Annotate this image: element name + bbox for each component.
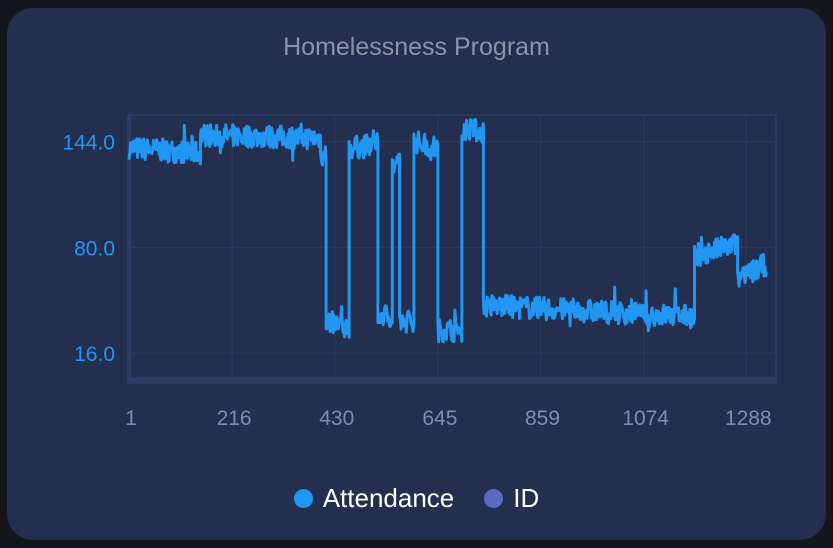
x-tick-label: 1074 <box>622 407 669 430</box>
x-tick-label: 859 <box>525 407 560 430</box>
chart-card: Homelessness Program 1 216 430 645 859 1074 12… <box>7 8 826 540</box>
legend-item-id[interactable]: ID <box>484 483 539 514</box>
legend: Attendance ID <box>7 483 826 514</box>
y-tick-label: 144.0 <box>62 131 115 154</box>
chart-svg: 1 216 430 645 859 1074 1288 16.0 80.0 144.0 <box>62 114 777 430</box>
x-tick-label: 216 <box>217 407 252 430</box>
legend-label-id: ID <box>513 483 540 513</box>
legend-marker-id <box>484 489 504 508</box>
legend-label-attendance: Attendance <box>322 483 455 513</box>
y-tick-label: 80.0 <box>74 237 115 260</box>
plot-area-border <box>128 114 777 384</box>
x-tick-label: 430 <box>319 407 354 430</box>
grid-lines <box>128 115 776 383</box>
x-tick-label: 1 <box>125 407 137 430</box>
series-layer <box>127 117 768 344</box>
legend-marker-attendance <box>293 489 313 508</box>
y-tick-label: 16.0 <box>74 343 115 366</box>
chart-title: Homelessness Program <box>283 33 550 61</box>
x-tick-label: 645 <box>422 407 457 430</box>
x-tick-labels: 1 216 430 645 859 1074 1288 <box>125 407 771 430</box>
y-tick-labels: 16.0 80.0 144.0 <box>62 131 115 366</box>
legend-item-attendance[interactable]: Attendance <box>293 483 455 514</box>
x-tick-label: 1288 <box>725 407 772 430</box>
series-line-attendance <box>127 117 768 344</box>
